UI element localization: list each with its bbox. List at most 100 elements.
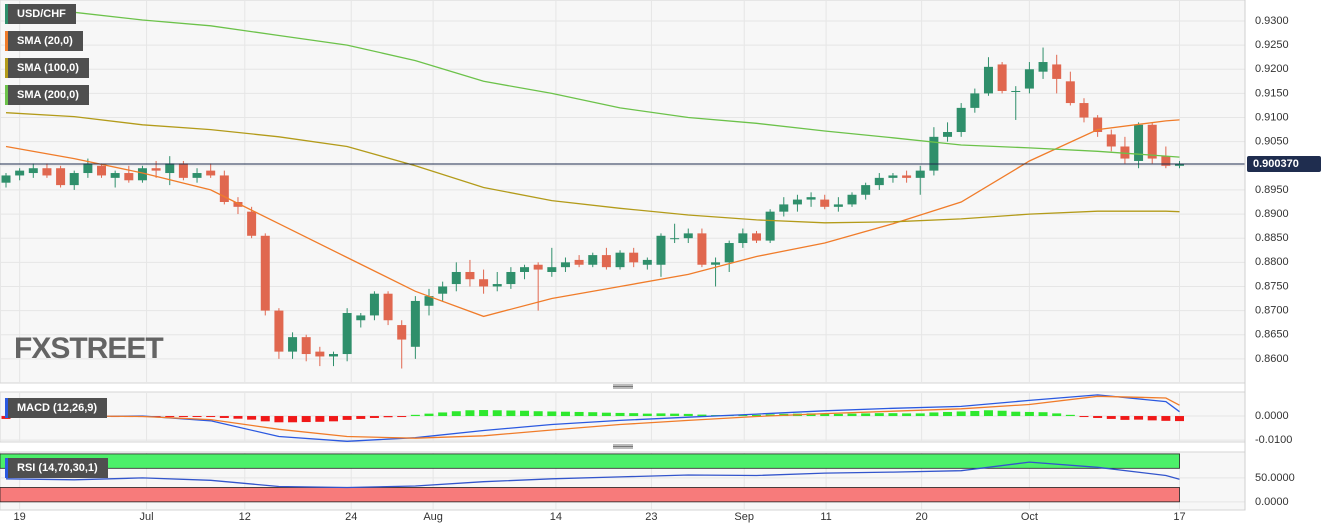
candle-body	[328, 354, 338, 357]
histogram-bar	[233, 416, 243, 419]
histogram-bar	[1052, 413, 1062, 417]
candle-body	[520, 267, 530, 272]
histogram-bar	[902, 413, 912, 417]
candle-body	[902, 175, 912, 178]
histogram-bar	[288, 416, 298, 423]
candle-body	[110, 173, 120, 178]
histogram-bar	[1147, 416, 1157, 421]
histogram-bar	[560, 411, 570, 417]
histogram-bar	[1024, 411, 1034, 417]
candle-body	[192, 173, 202, 178]
candle-body	[451, 271, 461, 285]
candle-body	[1011, 90, 1021, 92]
candle-body	[574, 259, 584, 265]
histogram-bar	[1161, 416, 1171, 421]
candle-body	[1120, 146, 1130, 159]
histogram-bar	[915, 413, 925, 417]
candle-body	[42, 168, 52, 176]
candle-body	[97, 165, 107, 176]
histogram-bar	[642, 413, 652, 417]
x-tick-label: 14	[550, 511, 562, 523]
histogram-bar	[588, 412, 598, 417]
candle-body	[260, 235, 270, 311]
candle-body	[1175, 164, 1185, 166]
candle-body	[1093, 117, 1103, 133]
y-tick-label: 0.8800	[1255, 256, 1289, 268]
candle-body	[943, 132, 953, 137]
candle-body	[711, 262, 721, 265]
histogram-bar	[465, 410, 475, 417]
histogram-bar	[506, 410, 516, 417]
candle-body	[560, 262, 570, 268]
candle-body	[533, 264, 543, 270]
candle-body	[1065, 81, 1075, 104]
histogram-bar	[547, 411, 557, 417]
histogram-bar	[1038, 412, 1048, 417]
x-tick-label: Aug	[423, 511, 443, 523]
band	[0, 453, 1180, 469]
histogram-bar	[861, 413, 871, 417]
watermark: FXSTREET	[14, 332, 163, 365]
histogram-bar	[574, 411, 584, 417]
candle-body	[83, 163, 93, 174]
legend-entry: SMA (100,0)	[5, 58, 89, 78]
histogram-bar	[342, 416, 352, 420]
histogram-bar	[1120, 416, 1130, 420]
candle-body	[547, 267, 557, 272]
histogram-bar	[833, 413, 843, 417]
y-tick-label: 0.8600	[1255, 353, 1289, 365]
y-tick-label: 0.8700	[1255, 305, 1289, 317]
candle-body	[806, 197, 816, 200]
candle-body	[506, 271, 516, 285]
candle-body	[465, 271, 475, 280]
x-tick-label: 19	[14, 511, 26, 523]
histogram-bar	[492, 410, 502, 417]
last-price-box	[1247, 156, 1321, 173]
candle-body	[288, 337, 298, 352]
candle-body	[233, 201, 243, 207]
y-tick-label: 0.8850	[1255, 232, 1289, 244]
y-tick-label: 0.9250	[1255, 39, 1289, 51]
histogram-bar	[847, 413, 857, 417]
candle-body	[779, 204, 789, 212]
candle-body	[492, 284, 502, 287]
histogram-bar	[397, 416, 407, 418]
candle-body	[479, 279, 489, 287]
candle-body	[369, 293, 379, 316]
histogram-bar	[943, 411, 953, 417]
histogram-bar	[410, 414, 420, 417]
histogram-bar	[997, 410, 1007, 417]
histogram-bar	[1106, 416, 1116, 419]
histogram-bar	[1134, 416, 1144, 420]
candle-body	[738, 233, 748, 244]
candle-body	[1134, 124, 1144, 161]
histogram-bar	[533, 411, 543, 417]
candle-body	[1147, 124, 1157, 159]
y-tick-label: -0.0100	[1255, 434, 1292, 446]
candle-body	[820, 199, 830, 207]
histogram-bar	[1175, 416, 1185, 422]
line	[5, 395, 1180, 439]
histogram-bar	[820, 413, 830, 417]
legend-entry: USD/CHF	[5, 4, 76, 24]
candle-body	[1038, 62, 1048, 72]
candle-body	[765, 211, 775, 241]
histogram-bar	[956, 411, 966, 417]
y-tick-label: 0.8950	[1255, 184, 1289, 196]
histogram-bar	[206, 416, 216, 418]
y-tick-label: 0.8900	[1255, 208, 1289, 220]
candle-body	[274, 310, 284, 352]
line	[5, 7, 1180, 158]
histogram-bar	[383, 416, 393, 418]
histogram-bar	[670, 413, 680, 417]
histogram-bar	[970, 410, 980, 417]
histogram-bar	[683, 413, 693, 417]
candle-body	[929, 136, 939, 171]
candle-body	[397, 325, 407, 340]
candle-body	[342, 313, 352, 355]
candle-body	[874, 177, 884, 186]
candle-body	[137, 168, 147, 181]
histogram-bar	[479, 410, 489, 417]
